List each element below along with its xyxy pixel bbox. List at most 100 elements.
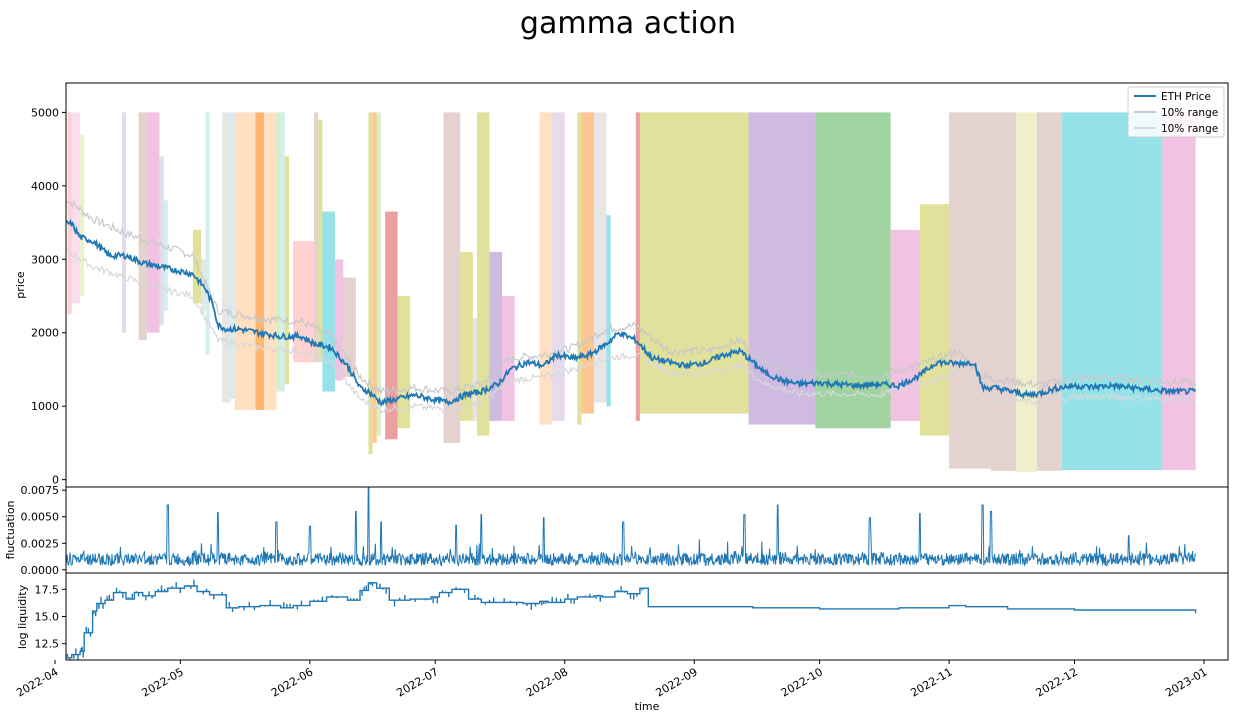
x-tick-label: 2022-07: [394, 665, 440, 699]
liquidity-axes-frame: [65, 572, 1229, 661]
x-axis-label: time: [635, 700, 660, 713]
range-band: [334, 259, 344, 381]
range-band: [606, 215, 611, 407]
x-tick-label: 2022-12: [1034, 665, 1080, 699]
fluctuation-panel: 0.0000 0.0025 0.0050 0.0075 fluctuation: [4, 484, 1229, 577]
range-band: [284, 156, 289, 385]
fluctuation-y-ticks: 0.0000 0.0025 0.0050 0.0075: [21, 484, 66, 577]
range-band: [276, 112, 281, 392]
range-band: [234, 112, 277, 410]
y-tick-label: 0.0050: [21, 511, 60, 524]
range-band: [472, 318, 477, 421]
range-band: [552, 112, 565, 421]
range-band: [539, 112, 553, 425]
range-band: [71, 112, 81, 304]
x-tick-label: 2022-11: [908, 665, 954, 699]
y-tick-label: 4000: [31, 180, 59, 193]
range-upper-line: [66, 198, 1195, 396]
range-band: [635, 112, 640, 421]
legend-range-upper-label: 10% range: [1161, 107, 1218, 119]
range-band: [222, 112, 231, 403]
range-band: [146, 112, 160, 333]
range-band: [1015, 112, 1037, 473]
fluctuation-y-label: fluctuation: [4, 500, 17, 559]
range-band: [1036, 112, 1062, 471]
y-tick-label: 0.0075: [21, 484, 60, 497]
range-bands: [67, 112, 1196, 473]
range-band: [476, 112, 490, 436]
x-tick-label: 2022-05: [140, 665, 186, 699]
x-tick-label: 2022-04: [14, 665, 60, 699]
price-y-ticks: 0 1000 2000 3000 4000 5000: [31, 106, 66, 487]
x-ticks: 2022-04 2022-05 2022-06 2022-07 2022-08 2022-…: [14, 660, 1210, 700]
range-band: [949, 112, 991, 469]
range-band: [593, 112, 607, 403]
range-band: [581, 112, 594, 414]
legend: ETH Price 10% range 10% range: [1127, 86, 1225, 138]
y-tick-label: 2000: [31, 327, 59, 340]
liquidity-y-ticks: 12.5 15.0 17.5: [35, 583, 66, 651]
range-band: [80, 134, 85, 297]
y-tick-label: 0: [52, 474, 59, 487]
legend-box: [1127, 86, 1225, 138]
x-tick-label: 2022-08: [524, 665, 570, 699]
range-band: [990, 112, 1016, 471]
range-band: [163, 200, 168, 311]
x-tick-label: 2022-09: [653, 665, 699, 699]
y-tick-label: 3000: [31, 253, 59, 266]
fluctuation-line: [66, 487, 1197, 568]
range-band: [138, 112, 147, 341]
liquidity-lines: [66, 579, 1197, 660]
range-band: [1061, 112, 1163, 471]
liquidity-y-label: log liquidity: [16, 584, 29, 649]
range-band: [192, 229, 202, 304]
range-band: [639, 112, 749, 414]
range-band: [314, 112, 319, 363]
legend-eth-label: ETH Price: [1161, 91, 1211, 103]
range-band: [255, 112, 264, 410]
figure-title: gamma action: [520, 6, 736, 41]
range-band: [343, 277, 356, 377]
range-band: [489, 251, 503, 421]
range-band: [293, 240, 315, 363]
x-tick-label: 2023-01: [1163, 665, 1209, 699]
range-band: [577, 112, 582, 425]
range-band: [205, 112, 210, 355]
range-band: [318, 119, 323, 363]
range-band: [376, 112, 381, 436]
range-band: [368, 112, 373, 454]
range-band: [443, 112, 461, 443]
range-band: [460, 251, 473, 421]
y-tick-label: 15.0: [35, 611, 60, 624]
range-band: [67, 112, 72, 315]
y-tick-label: 12.5: [35, 638, 60, 651]
range-band: [121, 112, 127, 333]
range-band: [159, 156, 164, 326]
range-band: [385, 211, 398, 440]
range-band: [748, 112, 816, 425]
range-band: [815, 112, 891, 429]
y-tick-label: 0.0025: [21, 537, 60, 550]
x-tick-label: 2022-10: [779, 665, 825, 699]
price-panel: 0 1000 2000 3000 4000 5000 price ETH Price 10…: [14, 82, 1229, 488]
price-lines: [66, 198, 1197, 414]
x-tick-label: 2022-06: [269, 665, 315, 699]
eth-price-line: [66, 218, 1197, 407]
y-tick-label: 1000: [31, 400, 59, 413]
price-y-label: price: [14, 271, 27, 299]
range-lower-line: [66, 247, 1195, 414]
y-tick-label: 0.0000: [21, 564, 60, 577]
y-tick-label: 5000: [31, 106, 59, 119]
liquidity-line: [66, 579, 1197, 660]
range-band: [890, 229, 920, 421]
range-band: [919, 204, 950, 436]
liquidity-panel: 12.515.017.5 log liquidity 2022-04 2022-0…: [14, 572, 1229, 713]
y-tick-label: 17.5: [35, 583, 60, 596]
range-band: [280, 112, 285, 392]
range-band: [372, 112, 377, 443]
fluctuation-lines: [66, 487, 1197, 568]
range-band: [1162, 112, 1196, 471]
legend-range-lower-label: 10% range: [1161, 123, 1218, 135]
range-band: [230, 112, 235, 399]
